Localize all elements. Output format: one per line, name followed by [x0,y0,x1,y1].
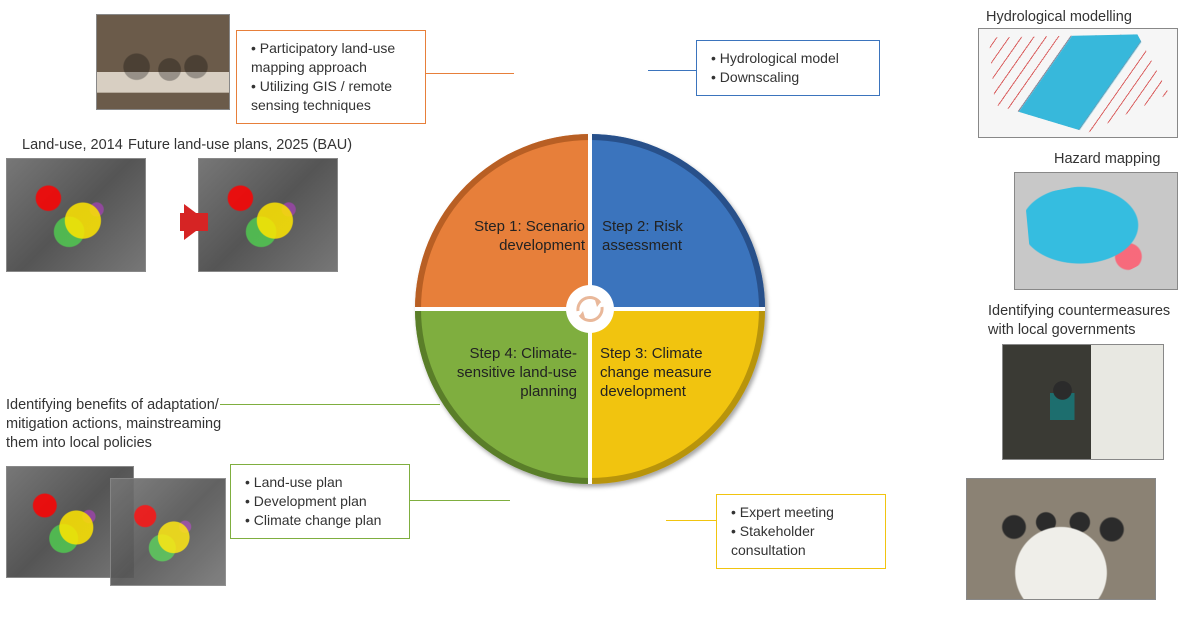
label-landuse-2014: Land-use, 2014 [22,136,123,155]
callout-step2-item: Downscaling [711,68,867,87]
callout-step1-item: Participatory land-use mapping approach [251,39,413,77]
photo-participatory-mapping [96,14,230,110]
leader-benefits [220,404,440,405]
callout-step4-item: Land-use plan [245,473,397,492]
leader-step2 [648,70,696,71]
callout-step4-item: Development plan [245,492,397,511]
leader-step3 [666,520,716,521]
leader-step1 [426,73,514,74]
callout-step1: Participatory land-use mapping approach … [236,30,426,124]
infographic-stage: Step 1: Scenario development Step 2: Ris… [0,0,1200,618]
quadrant-label-step4: Step 4: Climate-sensitive land-use plann… [427,345,577,401]
callout-step1-item: Utilizing GIS / remote sensing technique… [251,77,413,115]
label-countermeasures: Identifying countermeasures with local g… [988,302,1188,340]
map-landuse-2025 [198,158,338,272]
map-landuse-2014 [6,158,146,272]
label-benefits: Identifying benefits of adaptation/ miti… [6,396,246,453]
quadrant-label-step1: Step 1: Scenario development [435,218,585,256]
callout-step4: Land-use plan Development plan Climate c… [230,464,410,539]
callout-step2-item: Hydrological model [711,49,867,68]
figure-hazard-map [1014,172,1178,290]
photo-presentation [1002,344,1164,460]
label-hydro-modelling: Hydrological modelling [986,8,1132,27]
figure-hydro-model [978,28,1178,138]
callout-step3-item: Stakeholder consultation [731,522,873,560]
photo-stakeholder-meeting [966,478,1156,600]
cycle-hub-icon [566,285,614,333]
quadrant-label-step2: Step 2: Risk assessment [602,218,752,256]
callout-step4-item: Climate change plan [245,511,397,530]
callout-step3: Expert meeting Stakeholder consultation [716,494,886,569]
map-policy-b [110,478,226,586]
label-hazard-mapping: Hazard mapping [1054,150,1160,169]
callout-step2: Hydrological model Downscaling [696,40,880,96]
leader-step4 [410,500,510,501]
arrow-icon [184,204,208,240]
callout-step3-item: Expert meeting [731,503,873,522]
label-landuse-future: Future land-use plans, 2025 (BAU) [128,136,352,155]
quadrant-label-step3: Step 3: Climate change measure developme… [600,345,750,401]
